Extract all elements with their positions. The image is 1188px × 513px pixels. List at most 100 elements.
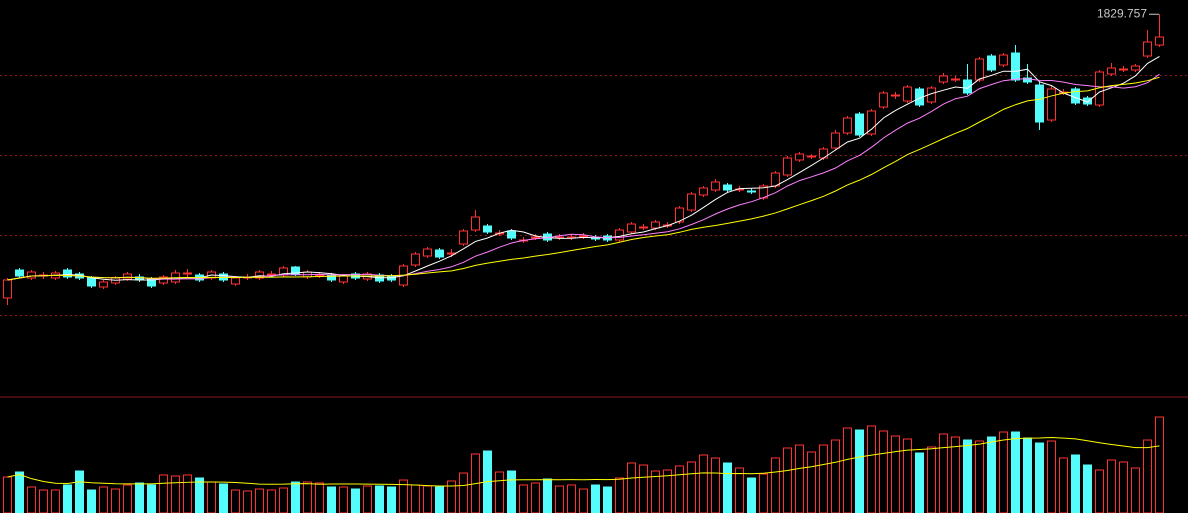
volume-bar	[267, 489, 276, 513]
volume-bar	[591, 484, 600, 513]
volume-bar	[795, 444, 804, 513]
candle-body	[999, 54, 1008, 66]
candle-body	[1155, 36, 1164, 46]
volume-bar	[75, 470, 84, 513]
candle-body	[87, 277, 96, 287]
volume-bar	[975, 440, 984, 513]
volume-bar	[663, 469, 672, 513]
volume-bar	[303, 481, 312, 513]
candle-body	[159, 276, 168, 284]
candle-body	[123, 273, 132, 280]
volume-bar	[507, 470, 516, 513]
max-price-label: 1829.757	[1097, 6, 1147, 20]
candle-body	[183, 272, 192, 275]
candle-body	[267, 273, 276, 276]
candle-body	[615, 229, 624, 241]
volume-bar	[1083, 464, 1092, 513]
candle-body	[807, 155, 816, 158]
moving-average-line	[7, 73, 1160, 281]
candle-body	[459, 230, 468, 245]
volume-bar	[1143, 439, 1152, 513]
candle-body	[903, 86, 912, 102]
candle-body	[1107, 67, 1116, 75]
volume-bar	[1011, 431, 1020, 513]
volume-bar	[891, 435, 900, 513]
candle-body	[471, 216, 480, 231]
volume-bar	[747, 477, 756, 513]
volume-bar	[951, 436, 960, 513]
candle-body	[507, 230, 516, 239]
candle-body	[1143, 41, 1152, 57]
volume-bar	[3, 476, 12, 513]
volume-bar	[855, 429, 864, 513]
volume-bar	[495, 471, 504, 513]
volume-bar	[579, 488, 588, 513]
candle-body	[687, 193, 696, 211]
volume-bar	[1107, 459, 1116, 513]
candle-body	[483, 225, 492, 233]
candle-body	[963, 79, 972, 94]
volume-bar	[927, 446, 936, 513]
candle-body	[711, 181, 720, 191]
candle-body	[627, 223, 636, 233]
candle-body	[891, 94, 900, 97]
volume-bar	[315, 482, 324, 513]
volume-bar	[1071, 454, 1080, 513]
candle-body	[291, 266, 300, 275]
volume-bar	[99, 486, 108, 513]
candle-body	[639, 226, 648, 229]
volume-bar	[147, 484, 156, 513]
volume-bar	[831, 439, 840, 513]
candle-body	[15, 269, 24, 277]
volume-bar	[27, 486, 36, 513]
candle-body	[939, 75, 948, 83]
volume-bar	[363, 485, 372, 513]
volume-bar	[915, 452, 924, 513]
volume-bar	[807, 451, 816, 513]
volume-bar	[387, 486, 396, 513]
candle-body	[1119, 68, 1128, 71]
volume-bar	[255, 488, 264, 513]
volume-bar	[651, 470, 660, 513]
volume-bar	[735, 467, 744, 513]
volume-bar	[759, 473, 768, 513]
volume-bar	[783, 447, 792, 513]
candle-body	[435, 249, 444, 258]
volume-ma-line	[7, 436, 1160, 487]
volume-bar	[723, 462, 732, 513]
candle-body	[99, 281, 108, 288]
volume-bar	[183, 474, 192, 513]
volume-bar	[711, 457, 720, 513]
volume-bar	[435, 486, 444, 513]
candle-body	[987, 55, 996, 71]
volume-bar	[135, 482, 144, 513]
candle-body	[423, 248, 432, 257]
candle-body	[231, 277, 240, 285]
volume-bar	[219, 483, 228, 513]
volume-bar	[207, 481, 216, 513]
candle-body	[1035, 84, 1044, 123]
candle-body	[1023, 77, 1032, 83]
volume-bar	[63, 484, 72, 513]
volume-bar	[399, 479, 408, 513]
candle-body	[675, 207, 684, 223]
volume-bar	[939, 433, 948, 513]
volume-bar	[447, 480, 456, 513]
volume-bar	[963, 439, 972, 513]
volume-bar	[291, 481, 300, 513]
volume-bar	[243, 490, 252, 513]
volume-bar	[819, 444, 828, 513]
volume-bar	[867, 425, 876, 513]
candle-body	[855, 113, 864, 136]
candle-body	[1011, 52, 1020, 81]
volume-bar	[531, 482, 540, 513]
volume-bar	[903, 438, 912, 513]
volume-bar	[1095, 469, 1104, 513]
volume-bar	[123, 484, 132, 513]
candle-body	[651, 221, 660, 229]
volume-bar	[843, 427, 852, 513]
candle-body	[975, 58, 984, 81]
candle-body	[531, 236, 540, 239]
candle-body	[951, 78, 960, 81]
